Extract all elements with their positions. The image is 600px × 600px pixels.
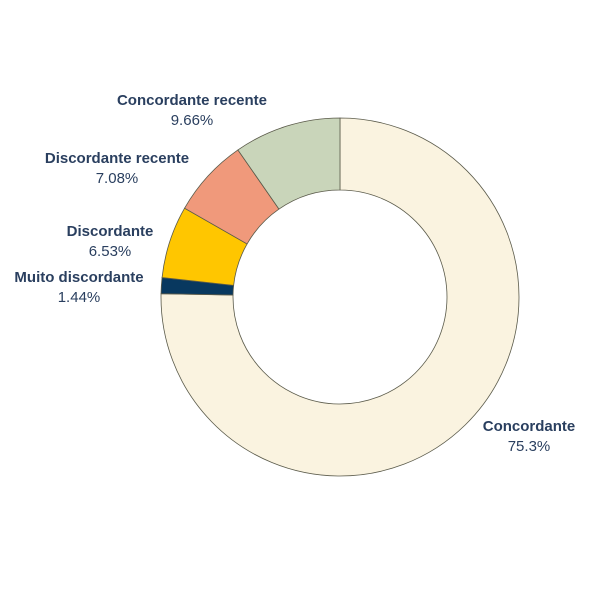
slice-value-discordante-recente: 7.08% bbox=[96, 170, 139, 187]
labels-group: Concordante 75.3% Muito discordante 1.44% Di… bbox=[14, 92, 575, 455]
slice-label-muito-discordante: Muito discordante bbox=[14, 269, 143, 286]
slices-group bbox=[160, 117, 520, 477]
slice-label-concordante: Concordante bbox=[483, 418, 576, 435]
slice-value-muito-discordante: 1.44% bbox=[58, 289, 101, 306]
slice-value-concordante-recente: 9.66% bbox=[171, 112, 214, 129]
slice-label-discordante-recente: Discordante recente bbox=[45, 150, 189, 167]
slice-label-discordante: Discordante bbox=[67, 223, 154, 240]
slice-label-concordante-recente: Concordante recente bbox=[117, 92, 267, 109]
slice-value-discordante: 6.53% bbox=[89, 243, 132, 260]
slice-value-concordante: 75.3% bbox=[508, 438, 551, 455]
slice-concordante[interactable] bbox=[160, 117, 520, 477]
slice-concordante-recente[interactable] bbox=[237, 117, 341, 210]
